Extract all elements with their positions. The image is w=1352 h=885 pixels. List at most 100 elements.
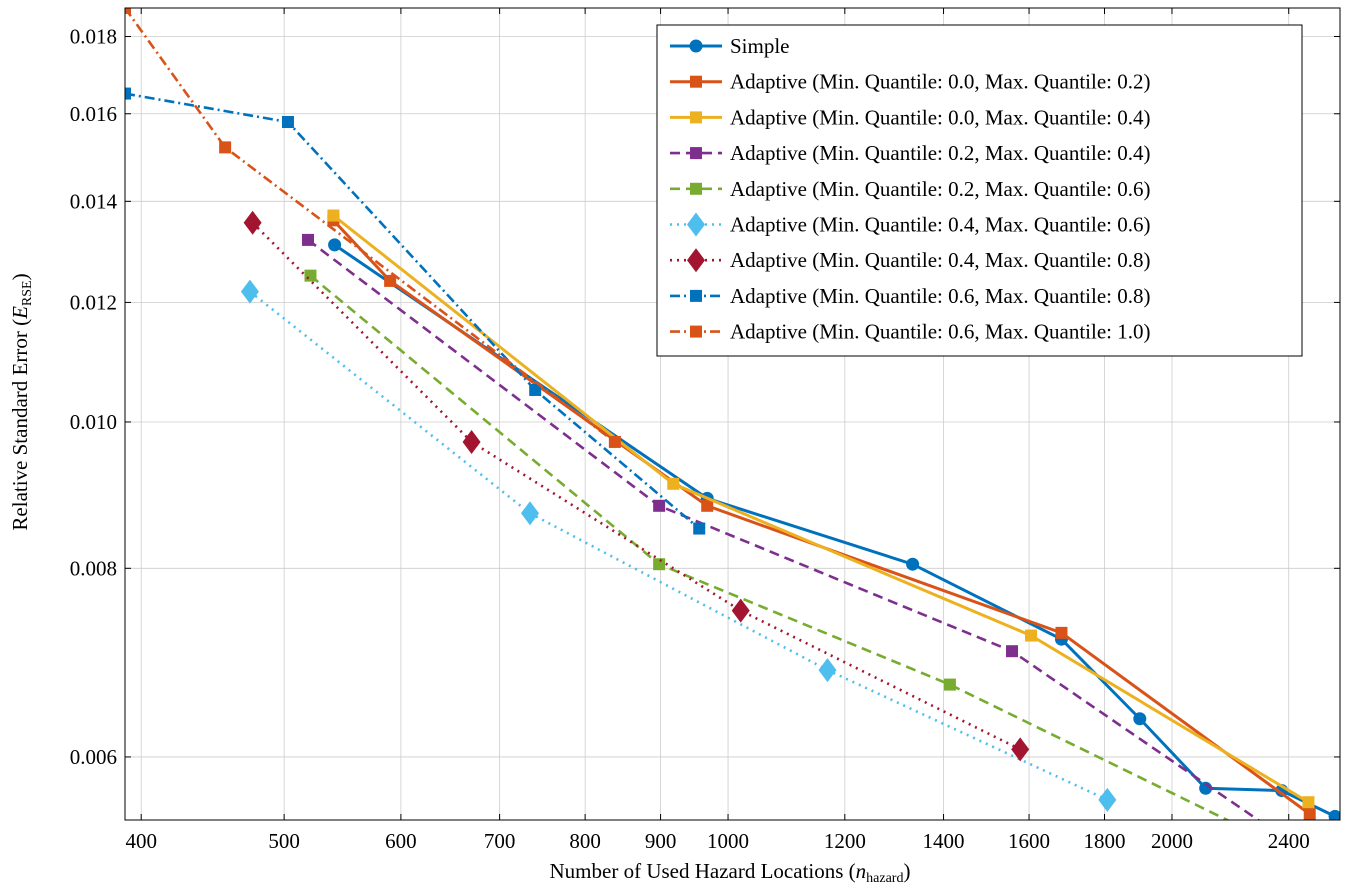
- legend-marker: [690, 289, 702, 302]
- data-point: [906, 557, 920, 571]
- x-tick-label: 500: [268, 829, 300, 853]
- data-point: [653, 558, 666, 571]
- data-point: [1303, 808, 1316, 820]
- legend-entry: Adaptive (Min. Quantile: 0.4, Max. Quant…: [670, 212, 1151, 237]
- series-line: [249, 290, 1108, 802]
- data-point: [125, 8, 131, 14]
- x-tick-label: 2000: [1151, 829, 1193, 853]
- x-tick-label: 1000: [707, 829, 749, 853]
- data-point: [327, 209, 340, 222]
- series-5: [304, 269, 1251, 834]
- plot-frame: [124, 7, 1341, 821]
- data-point: [304, 269, 317, 282]
- y-tick-label: 0.010: [70, 410, 117, 434]
- x-tick-label: 1200: [824, 829, 866, 853]
- data-point: [667, 477, 680, 490]
- series-9: [125, 8, 621, 448]
- data-point: [731, 598, 750, 623]
- legend-marker: [687, 248, 705, 273]
- legend-entry: Adaptive (Min. Quantile: 0.0, Max. Quant…: [670, 70, 1151, 94]
- series-layer: [125, 8, 1340, 834]
- data-point: [818, 658, 837, 683]
- legend-marker: [690, 75, 702, 88]
- series-2: [327, 214, 1316, 820]
- legend: Simple Adaptive (Min. Quantile: 0.0, Max.…: [656, 24, 1303, 357]
- y-tick-label: 0.016: [70, 102, 117, 126]
- series-4: [302, 233, 1261, 820]
- data-point: [240, 279, 259, 304]
- legend-label: Adaptive (Min. Quantile: 0.2, Max. Quant…: [730, 177, 1151, 201]
- x-tick-label: 400: [125, 829, 157, 853]
- series-8: [125, 87, 706, 535]
- x-tick-label: 900: [645, 829, 677, 853]
- data-point: [693, 522, 706, 535]
- series-6: [240, 279, 1117, 812]
- legend-label: Adaptive (Min. Quantile: 0.6, Max. Quant…: [730, 320, 1151, 344]
- data-point: [701, 499, 714, 512]
- data-point: [1133, 712, 1147, 726]
- series-line: [309, 274, 1231, 820]
- legend-box: [656, 24, 1303, 357]
- y-tick-label: 0.014: [70, 189, 118, 213]
- x-tick-label: 600: [385, 829, 417, 853]
- legend-entry: Adaptive (Min. Quantile: 0.2, Max. Quant…: [670, 141, 1151, 165]
- data-point: [302, 233, 315, 246]
- data-point: [1006, 645, 1019, 658]
- data-point: [328, 238, 342, 252]
- data-point: [125, 87, 131, 100]
- legend-marker: [690, 182, 702, 195]
- x-tick-label: 2400: [1268, 829, 1310, 853]
- legend-label: Adaptive (Min. Quantile: 0.6, Max. Quant…: [730, 284, 1151, 308]
- tick-marks: [125, 8, 1340, 820]
- data-point: [943, 678, 956, 691]
- series-3: [327, 209, 1315, 809]
- data-point: [1098, 787, 1117, 812]
- data-point: [1025, 629, 1038, 642]
- legend-entry: Adaptive (Min. Quantile: 0.6, Max. Quant…: [670, 320, 1151, 344]
- legend-label: Adaptive (Min. Quantile: 0.0, Max. Quant…: [730, 70, 1151, 94]
- x-tick-labels: 400 500 600 700 800 900 1000 1200 1400 1600 1800 20…: [125, 829, 1309, 853]
- data-point: [462, 429, 481, 454]
- legend-entry: Adaptive (Min. Quantile: 0.4, Max. Quant…: [670, 248, 1151, 273]
- x-tick-label: 1800: [1083, 829, 1125, 853]
- legend-marker: [690, 325, 702, 338]
- y-tick-label: 0.018: [70, 25, 117, 49]
- y-tick-labels: 0.006 0.008 0.010 0.012 0.014 0.016 0.018: [70, 25, 118, 769]
- legend-label: Adaptive (Min. Quantile: 0.4, Max. Quant…: [730, 213, 1151, 237]
- x-tick-label: 1600: [1008, 829, 1050, 853]
- legend-entry: Adaptive (Min. Quantile: 0.2, Max. Quant…: [670, 177, 1151, 201]
- legend-marker: [690, 111, 702, 124]
- data-point: [1328, 809, 1340, 820]
- x-tick-label: 1400: [923, 829, 965, 853]
- legend-marker: [687, 212, 705, 237]
- y-tick-label: 0.006: [70, 745, 117, 769]
- y-tick-label: 0.012: [70, 290, 117, 314]
- series-line: [332, 214, 1310, 804]
- data-point: [219, 141, 232, 154]
- legend-label: Adaptive (Min. Quantile: 0.4, Max. Quant…: [730, 248, 1151, 272]
- series-line: [125, 8, 616, 443]
- x-tick-label: 700: [484, 829, 516, 853]
- legend-marker: [690, 147, 702, 160]
- series-line: [125, 92, 701, 530]
- x-tick-label: 800: [569, 829, 601, 853]
- series-line: [251, 221, 1021, 751]
- x-axis-label: Number of Used Hazard Locations (nhazard…: [550, 859, 911, 885]
- data-point: [653, 499, 666, 512]
- legend-entry: Simple: [670, 34, 790, 58]
- y-axis-label: Relative Standard Error (ERSE): [8, 273, 35, 530]
- data-point: [1011, 737, 1030, 762]
- legend-label: Adaptive (Min. Quantile: 0.0, Max. Quant…: [730, 105, 1151, 129]
- legend-label: Simple: [730, 34, 790, 58]
- data-point: [1302, 796, 1315, 809]
- legend-marker: [689, 39, 703, 53]
- data-point: [384, 274, 397, 287]
- data-point: [529, 383, 542, 396]
- legend-label: Adaptive (Min. Quantile: 0.2, Max. Quant…: [730, 141, 1151, 165]
- legend-entry: Adaptive (Min. Quantile: 0.0, Max. Quant…: [670, 105, 1151, 129]
- data-point: [608, 435, 621, 448]
- data-point: [1239, 822, 1251, 834]
- series-7: [243, 210, 1030, 762]
- legend-entry: Adaptive (Min. Quantile: 0.6, Max. Quant…: [670, 284, 1151, 308]
